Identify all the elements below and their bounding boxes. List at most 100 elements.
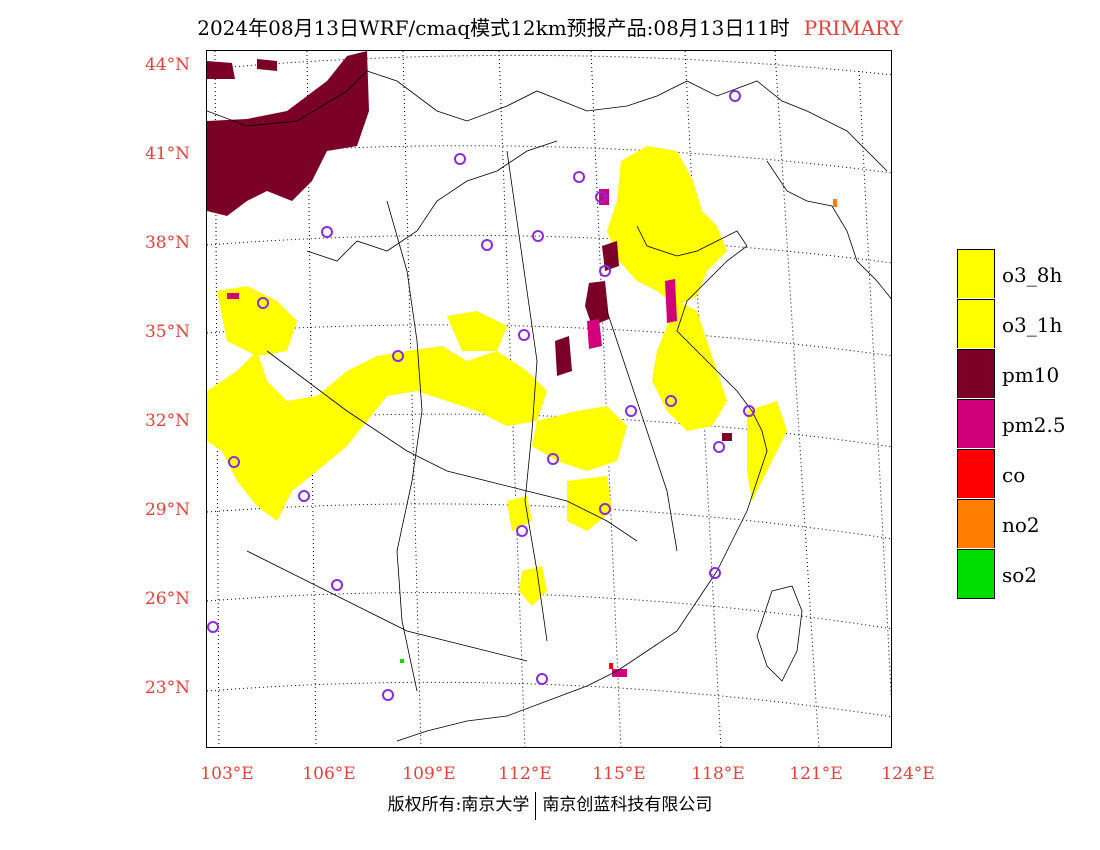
station-marker [228,456,240,468]
pm25-spot-beijing [599,189,609,205]
graticule-lon-121 [774,51,820,747]
lat-label-26: 26°N [144,589,190,609]
no2-spot [833,199,837,207]
legend-swatch-co [957,449,995,498]
station-marker [547,453,559,465]
o3-area-gansu [217,286,297,356]
footer-copyright: 版权所有:南京大学 南京创蓝科技有限公司 [0,790,1100,820]
o3-area-jiangxi [567,476,612,531]
title-main: 2024年08月13日WRF/cmaq模式12km预报产品:08月13日11时 [197,16,790,40]
station-marker [713,441,725,453]
o3-area-south [519,566,547,606]
o3-area-sichuan-shaanxi [207,346,547,521]
legend-item-co: co [957,449,1097,499]
pm25-areas [227,189,677,677]
legend-item-o3-8h: o3_8h [957,249,1097,299]
map-panel [206,50,892,748]
lat-label-23: 23°N [144,678,190,698]
pm10-area-north [257,59,277,71]
legend-item-pm10: pm10 [957,349,1097,399]
lat-label-32: 32°N [144,411,190,431]
graticule-lat-26 [207,592,891,630]
station-marker [709,567,721,579]
lon-label-118: 118°E [691,764,745,784]
legend-item-o3-1h: o3_1h [957,299,1097,349]
lat-label-38: 38°N [144,233,190,253]
province-line-1 [306,140,558,262]
coast-taiwan [756,585,803,682]
map-canvas [207,51,891,747]
graticule-lat-44 [207,54,891,76]
graticule-lat-23 [207,681,891,718]
station-marker [298,490,310,502]
lat-label-35: 35°N [144,322,190,342]
graticule-lon-124 [858,70,891,702]
station-marker [518,329,530,341]
map-title: 2024年08月13日WRF/cmaq模式12km预报产品:08月13日11时 P… [0,12,1100,41]
station-marker [536,673,548,685]
o3-areas [207,146,787,606]
graticule-lon-118 [684,51,722,747]
station-marker [595,191,607,203]
station-marker [729,90,741,102]
footer-right: 南京创蓝科技有限公司 [542,795,713,815]
legend-swatch-pm10 [957,349,995,398]
lon-label-106: 106°E [302,764,356,784]
legend-label-o3-8h: o3_8h [1002,263,1063,287]
station-marker [392,350,404,362]
footer-left: 版权所有:南京大学 [387,795,530,815]
station-marker [599,265,611,277]
coast-liaoning [766,160,891,300]
legend-label-no2: no2 [1002,513,1040,537]
legend-item-so2: so2 [957,549,1097,599]
graticule-lon-112 [498,51,526,747]
o3-area-hubei-anhui [532,406,627,471]
station-markers [207,90,755,701]
title-tag: PRIMARY [803,16,903,40]
lon-label-112: 112°E [498,764,552,784]
station-marker [625,405,637,417]
station-marker [321,226,333,238]
legend-item-no2: no2 [957,499,1097,549]
legend-label-pm10: pm10 [1002,363,1060,387]
legend-label-so2: so2 [1002,563,1038,587]
lat-label-29: 29°N [144,500,190,520]
lon-label-121: 121°E [789,764,843,784]
lon-label-103: 103°E [200,764,254,784]
legend-label-o3-1h: o3_1h [1002,313,1063,337]
pm25-area-shijiazhuang [587,319,602,349]
pm25-area-jinan [665,279,677,323]
lon-label-109: 109°E [402,764,456,784]
coast-east-south [396,225,768,742]
pm10-area-beijing [602,241,619,271]
pm10-area-hebei [585,281,609,326]
graticule-lon-109 [402,51,422,747]
province-line-3 [246,550,528,662]
legend-swatch-pm25 [957,399,995,448]
province-line-5 [506,150,548,642]
legend-label-co: co [1002,463,1026,487]
province-line-2 [266,350,638,542]
so2-spot [400,659,404,663]
station-marker [516,525,528,537]
boundary-north [207,70,888,172]
station-marker [382,689,394,701]
legend-swatch-so2 [957,549,995,599]
o3-area-henan-west [447,311,507,351]
station-marker [257,297,269,309]
station-marker [454,153,466,165]
lon-label-115: 115°E [592,764,646,784]
graticule-lat-35 [207,324,891,357]
graticule-lat-29 [207,503,891,540]
o3-area-north-china [607,146,727,306]
province-line-4 [386,200,423,692]
pm10-area-inner-mongolia [207,51,369,216]
o3-area-shandong-jiangsu [652,301,727,431]
lat-label-41: 41°N [144,144,190,164]
pm10-area-henan [555,336,572,376]
legend-swatch-no2 [957,499,995,548]
pm10-spot-shanghai [722,433,732,441]
legend-label-pm25: pm2.5 [1002,413,1066,437]
legend-swatch-o3-8h [957,249,995,298]
pm10-area-northwest [207,61,235,79]
